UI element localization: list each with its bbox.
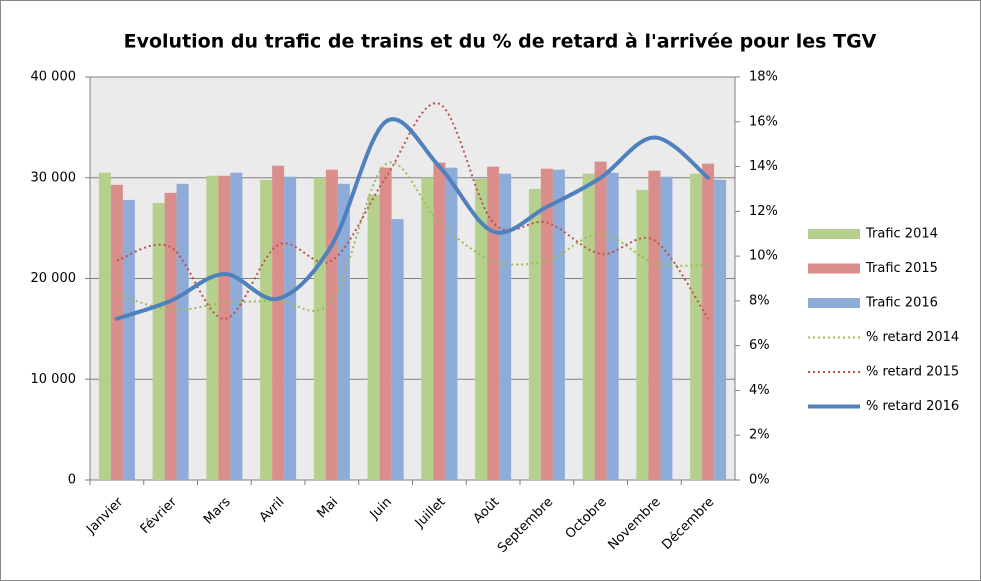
y2-tick-label: 10% bbox=[749, 249, 778, 264]
legend-label: Trafic 2016 bbox=[865, 296, 938, 311]
legend-swatch bbox=[808, 263, 860, 274]
bar bbox=[313, 177, 326, 480]
y2-tick-label: 0% bbox=[749, 473, 770, 488]
bar bbox=[421, 177, 434, 480]
line bbox=[114, 117, 711, 321]
bar bbox=[594, 161, 607, 480]
legend-swatch bbox=[808, 229, 860, 239]
y2-tick-label: 4% bbox=[749, 383, 770, 398]
bar bbox=[367, 194, 380, 480]
bar bbox=[164, 192, 177, 481]
y2-tick-label: 14% bbox=[749, 159, 778, 174]
y2-tick-label: 8% bbox=[749, 293, 770, 308]
y2-tick-label: 2% bbox=[749, 428, 770, 443]
y2-tick-label: 16% bbox=[749, 114, 778, 129]
bar bbox=[110, 184, 123, 481]
bar bbox=[98, 172, 111, 480]
bar bbox=[176, 183, 189, 481]
legend-label: % retard 2015 bbox=[866, 365, 959, 380]
bar bbox=[272, 165, 285, 480]
bar bbox=[325, 169, 338, 480]
y-tick-label: 20 000 bbox=[31, 271, 77, 286]
bar bbox=[445, 167, 458, 481]
y2-tick-label: 18% bbox=[749, 70, 778, 85]
bar bbox=[152, 202, 165, 480]
legend-label: % retard 2016 bbox=[866, 399, 959, 414]
chart-title: Evolution du trafic de trains et du % de… bbox=[124, 31, 877, 53]
bar bbox=[702, 163, 715, 480]
y-tick-label: 10 000 bbox=[31, 372, 77, 387]
bar bbox=[690, 173, 703, 480]
bar bbox=[260, 179, 273, 480]
bar bbox=[284, 176, 297, 480]
y2-tick-label: 6% bbox=[749, 338, 770, 353]
legend-label: Trafic 2014 bbox=[865, 227, 938, 242]
legend-label: Trafic 2015 bbox=[865, 261, 938, 276]
bar bbox=[660, 176, 673, 480]
bar bbox=[648, 170, 661, 480]
bar bbox=[636, 189, 649, 480]
legend-label: % retard 2014 bbox=[866, 330, 959, 345]
bar bbox=[528, 188, 541, 480]
bar bbox=[337, 183, 350, 481]
y-tick-label: 0 bbox=[68, 473, 76, 488]
bar bbox=[582, 173, 595, 480]
bar bbox=[552, 169, 565, 480]
bar bbox=[230, 172, 243, 480]
line bbox=[116, 102, 709, 320]
bar bbox=[122, 199, 135, 481]
line bbox=[116, 161, 709, 312]
bar bbox=[487, 166, 500, 481]
y-tick-label: 40 000 bbox=[31, 70, 77, 85]
y2-tick-label: 12% bbox=[749, 204, 778, 219]
bar bbox=[206, 175, 219, 481]
bar bbox=[433, 162, 446, 480]
bar bbox=[606, 172, 619, 480]
bar bbox=[379, 167, 392, 481]
bar bbox=[391, 219, 404, 480]
y-tick-label: 30 000 bbox=[31, 170, 77, 185]
bar bbox=[218, 175, 231, 481]
bar bbox=[499, 173, 512, 480]
bar bbox=[714, 179, 727, 480]
legend-swatch bbox=[808, 298, 860, 308]
bar bbox=[540, 168, 553, 480]
